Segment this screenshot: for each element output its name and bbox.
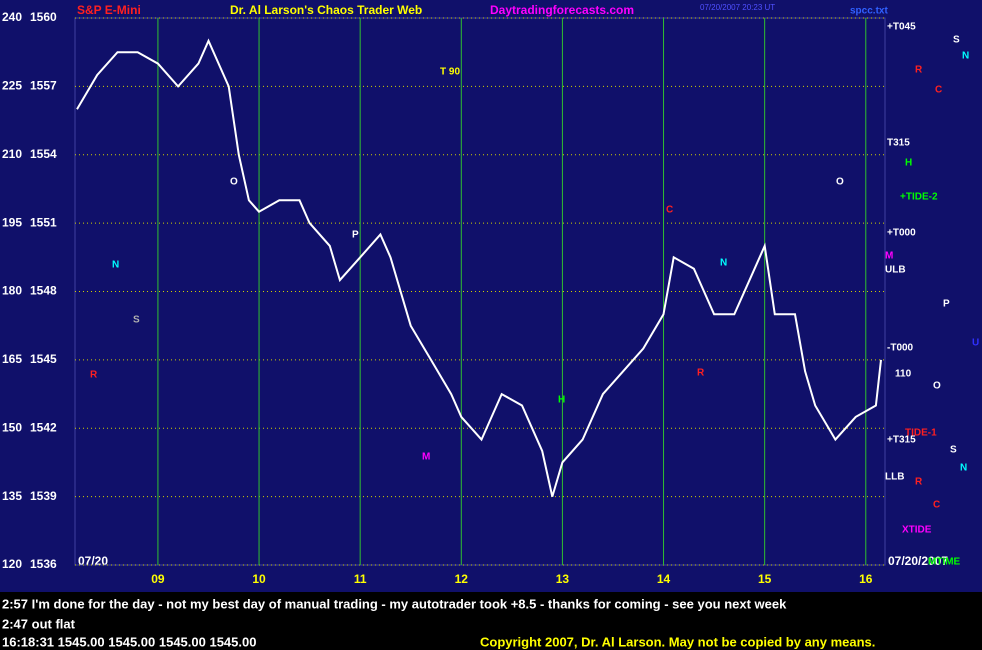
annotation: T 90 xyxy=(440,67,460,78)
x-tick-label: 10 xyxy=(252,572,266,586)
annotation: O xyxy=(933,381,941,392)
chart-title: Dr. Al Larson's Chaos Trader Web xyxy=(230,3,422,17)
y-tick-label: 1539 xyxy=(30,489,57,503)
annotation: N xyxy=(962,51,969,62)
y2-tick-label: 135 xyxy=(2,489,22,503)
x-tick-label: 16 xyxy=(859,572,873,586)
x-tick-label: 14 xyxy=(657,572,671,586)
annotation: H xyxy=(905,158,912,169)
message-panel xyxy=(0,592,982,650)
annotation: MTIME xyxy=(928,557,961,568)
annotation: P xyxy=(943,299,950,310)
y-tick-label: 1554 xyxy=(30,147,57,161)
annotation: H xyxy=(558,395,565,406)
chart-subtitle: S&P E-Mini xyxy=(77,3,141,17)
timestamp: 07/20/2007 20:23 UT xyxy=(700,3,775,12)
file-name: spcc.txt xyxy=(850,6,888,17)
annotation: ULB xyxy=(885,265,906,276)
annotation: R xyxy=(915,65,923,76)
x-tick-label: 13 xyxy=(556,572,570,586)
quote: 16:18:31 1545.00 1545.00 1545.00 1545.00 xyxy=(2,634,256,649)
y-tick-label: 1542 xyxy=(30,420,57,434)
y-tick-label: 1536 xyxy=(30,557,57,571)
annotation: +T000 xyxy=(887,228,916,239)
y2-tick-label: 225 xyxy=(2,79,22,93)
message: 2:47 out flat xyxy=(2,616,76,631)
x-tick-label: 12 xyxy=(455,572,469,586)
annotation: -T000 xyxy=(887,343,914,354)
annotation: C xyxy=(933,500,940,511)
annotation: O xyxy=(836,177,844,188)
x-tick-label: 15 xyxy=(758,572,772,586)
price-line xyxy=(76,38,882,497)
annotation: TIDE-1 xyxy=(905,428,937,439)
y2-tick-label: 210 xyxy=(2,147,22,161)
annotation: P xyxy=(352,230,359,241)
site-name: Daytradingforecasts.com xyxy=(490,3,634,17)
y-tick-label: 1557 xyxy=(30,79,57,93)
annotation: N xyxy=(112,260,119,271)
annotation: +TIDE-2 xyxy=(900,192,938,203)
end-date: 07/20/2007 xyxy=(888,554,948,568)
y2-tick-label: 180 xyxy=(2,284,22,298)
annotation: R xyxy=(90,370,98,381)
annotation: +T315 xyxy=(887,435,916,446)
copyright: Copyright 2007, Dr. Al Larson. May not b… xyxy=(480,634,875,649)
y2-tick-label: 240 xyxy=(2,10,22,24)
annotation: 110 xyxy=(895,369,912,380)
annotation: M xyxy=(885,251,893,262)
annotation: U xyxy=(972,338,979,349)
annotation: T315 xyxy=(887,138,910,149)
y-tick-label: 1548 xyxy=(30,284,57,298)
annotation: +T045 xyxy=(887,22,916,33)
y-tick-label: 1551 xyxy=(30,215,57,229)
annotation: S xyxy=(950,445,957,456)
x-tick-label: 11 xyxy=(354,572,367,586)
message: 2:57 I'm done for the day - not my best … xyxy=(2,596,787,611)
y2-tick-label: 165 xyxy=(2,352,22,366)
y2-tick-label: 120 xyxy=(2,557,22,571)
start-date: 07/20 xyxy=(78,554,108,568)
annotation: S xyxy=(953,35,960,46)
annotation: LLB xyxy=(885,472,904,483)
annotation: M xyxy=(422,452,430,463)
y2-tick-label: 195 xyxy=(2,215,22,229)
annotation: S xyxy=(133,315,140,326)
annotation: R xyxy=(915,477,923,488)
y-tick-label: 1560 xyxy=(30,10,57,24)
annotation: R xyxy=(697,368,705,379)
annotation: O xyxy=(230,177,238,188)
annotation: XTIDE xyxy=(902,525,932,536)
annotation: N xyxy=(960,463,967,474)
y2-tick-label: 150 xyxy=(2,420,22,434)
annotation: C xyxy=(666,205,673,216)
x-tick-label: 09 xyxy=(151,572,165,586)
y-tick-label: 1545 xyxy=(30,352,57,366)
annotation: N xyxy=(720,258,727,269)
annotation: C xyxy=(935,85,942,96)
